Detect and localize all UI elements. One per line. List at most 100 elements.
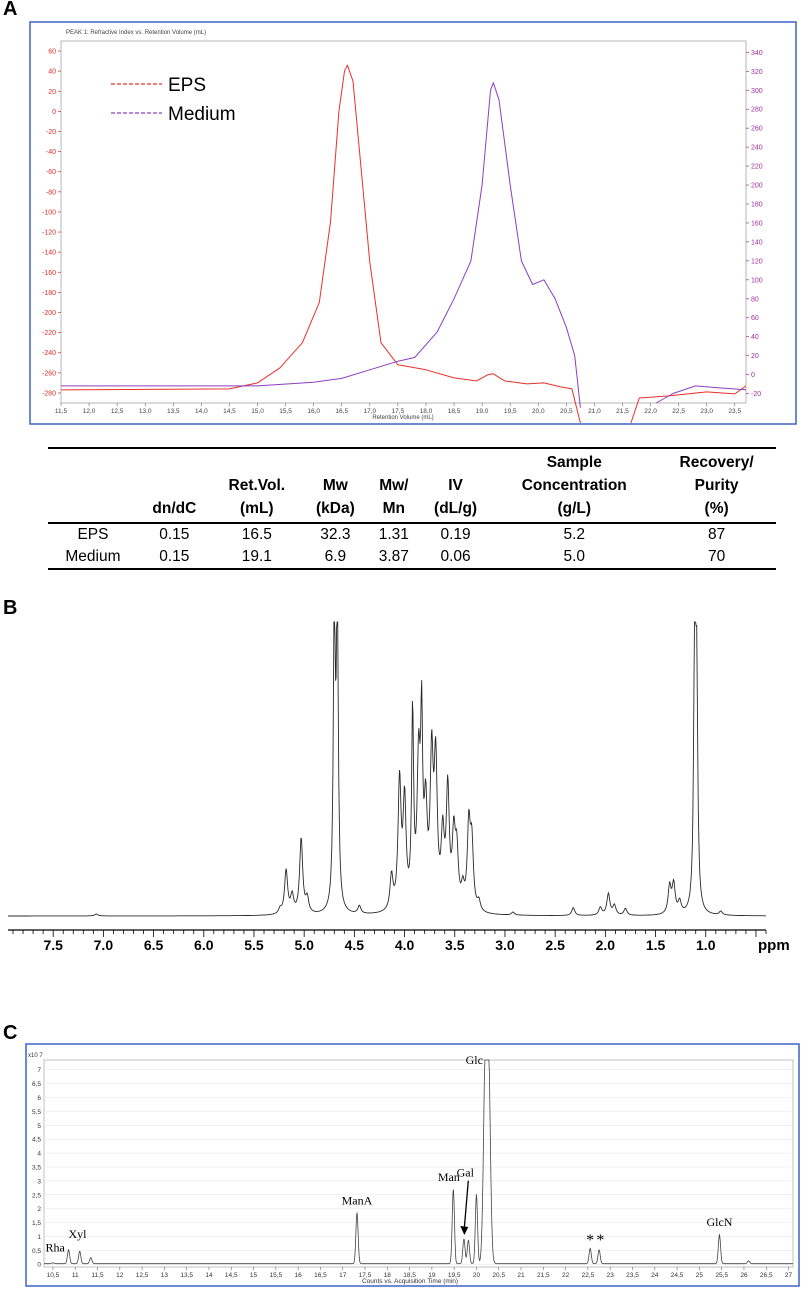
legend-eps-label: EPS <box>168 75 206 96</box>
x-tick-label: 13,0 <box>139 408 152 415</box>
x-tick-label: 10,5 <box>47 1272 60 1279</box>
x-tick-label: 13,5 <box>167 408 180 415</box>
x-tick-label: 17,5 <box>359 1272 372 1279</box>
y-left-tick-label: -160 <box>42 270 56 277</box>
x-tick-label: 21,5 <box>616 408 629 415</box>
y-right-tick-label: 40 <box>751 334 759 341</box>
x-tick-label: 6.0 <box>194 937 214 953</box>
x-tick-label: 13 <box>161 1272 169 1279</box>
y-tick-label: 6,5 <box>32 1081 41 1088</box>
panel-b-label: B <box>3 597 18 619</box>
x-tick-label: 15 <box>250 1272 258 1279</box>
series-line-continuation <box>630 385 747 424</box>
x-tick-label: 19,5 <box>448 1272 461 1279</box>
y-tick-label: 4 <box>37 1151 41 1158</box>
x-tick-label: 4.0 <box>395 937 415 953</box>
x-tick-label: 19,0 <box>476 408 489 415</box>
x-tick-label: 17 <box>339 1272 347 1279</box>
x-tick-label: 23 <box>607 1272 615 1279</box>
table-header-cell: Mw/Mn <box>379 477 409 517</box>
x-tick-label: 25 <box>696 1272 704 1279</box>
x-tick-label: 14,5 <box>225 1272 238 1279</box>
x-tick-label: 12,0 <box>83 408 96 415</box>
table-header-cell: Sample Concentration (g/L) <box>521 454 627 517</box>
table-cell: 0.06 <box>440 548 471 565</box>
table-cell: 3.87 <box>378 548 409 565</box>
x-tick-label: 15,5 <box>270 1272 283 1279</box>
table-cell: 87 <box>707 526 726 543</box>
x-tick-label: 16 <box>295 1272 303 1279</box>
y-left-tick-label: -40 <box>46 149 56 156</box>
chart-c-xlabel: Counts vs. Acquisition Time (min) <box>362 1278 458 1285</box>
y-right-tick-label: 0 <box>751 372 755 379</box>
y-left-tick-label: -200 <box>42 310 56 317</box>
y-right-tick-label: 220 <box>751 164 763 171</box>
y-right-tick-label: 160 <box>751 220 763 227</box>
table-header-row: dn/dC Ret.Vol. (mL) Mw (kDa) Mw/Mn IV (dL/g) Sam… <box>48 448 776 523</box>
x-tick-label: 16,0 <box>307 408 320 415</box>
peak-label-rha: Rha <box>45 1241 65 1255</box>
series-line-eps <box>60 64 581 424</box>
panel-c-label: C <box>3 1022 18 1044</box>
legend-medium-label: Medium <box>168 104 236 125</box>
y-right-tick-label: 300 <box>751 88 763 95</box>
series-line-medium <box>61 82 581 408</box>
x-tick-label: 3.0 <box>495 937 515 953</box>
x-tick-label: 21,0 <box>588 408 601 415</box>
peak-label-xyl: Xyl <box>68 1227 87 1241</box>
y-tick-label: 3,5 <box>32 1164 41 1171</box>
y-left-tick-label: -280 <box>42 390 56 397</box>
x-tick-label: 17,0 <box>363 408 376 415</box>
y-right-tick-label: 140 <box>751 239 763 246</box>
chart-c-y-unit: x10 7 <box>28 1053 43 1059</box>
x-tick-label: 14,0 <box>195 408 208 415</box>
x-tick-label: 22,5 <box>582 1272 595 1279</box>
y-left-tick-label: -140 <box>42 250 56 257</box>
y-tick-label: 2,5 <box>32 1192 41 1199</box>
y-tick-label: 6 <box>37 1095 41 1102</box>
table-cell: Medium <box>65 548 121 565</box>
x-tick-label: 23,5 <box>728 408 741 415</box>
y-tick-label: 3 <box>37 1178 41 1185</box>
x-tick-label: 5.5 <box>244 937 264 953</box>
table-cell: 0.15 <box>159 526 190 543</box>
y-tick-label: 2 <box>37 1206 41 1213</box>
chart-a-left-axis: 60 40 20 0 -20 -40 -60 -80 -100 -120 -140 -160 -180 -… <box>42 49 61 397</box>
x-tick-label: 27 <box>785 1272 793 1279</box>
x-tick-label: 25,5 <box>715 1272 728 1279</box>
peak-label-glcn: GlcN <box>706 1215 732 1229</box>
y-left-tick-label: -100 <box>42 209 56 216</box>
peak-label-man: Man <box>438 1170 460 1184</box>
y-left-tick-label: 0 <box>52 109 56 116</box>
y-left-tick-label: -120 <box>42 230 56 237</box>
table-cell: 6.9 <box>324 548 347 565</box>
x-tick-label: 23,0 <box>700 408 713 415</box>
y-left-tick-label: -220 <box>42 330 56 337</box>
x-tick-label: 7.5 <box>43 937 63 953</box>
x-tick-label: 2.5 <box>545 937 565 953</box>
table-header-cell: dn/dC <box>152 500 197 517</box>
x-tick-label: 7.0 <box>94 937 114 953</box>
y-right-tick-label: 260 <box>751 126 763 133</box>
x-tick-label: 11,5 <box>55 408 68 415</box>
x-tick-label: 11,5 <box>91 1272 104 1279</box>
x-tick-label: 1.5 <box>646 937 666 953</box>
x-tick-label: 20,0 <box>532 408 545 415</box>
y-tick-label: 1,5 <box>32 1220 41 1227</box>
gal-arrow-head <box>460 1226 469 1236</box>
x-tick-label: 26,5 <box>760 1272 773 1279</box>
x-tick-label: 19,5 <box>504 408 517 415</box>
x-tick-label: 6.5 <box>144 937 164 953</box>
chart-c-plot-area <box>43 1059 794 1268</box>
y-left-tick-label: -80 <box>46 189 56 196</box>
table-cell: 1.31 <box>378 526 409 543</box>
x-tick-label: 16,5 <box>335 408 348 415</box>
table-header-cell: Recovery/Purity (%) <box>679 454 754 517</box>
x-tick-label: 12 <box>116 1272 124 1279</box>
y-tick-label: 4,5 <box>32 1137 41 1144</box>
y-tick-label: 0 <box>37 1262 41 1269</box>
x-tick-label: 16,5 <box>314 1272 327 1279</box>
y-left-tick-label: -20 <box>46 129 56 136</box>
chart-a-frame <box>29 21 797 425</box>
table-cell: 70 <box>707 548 726 565</box>
